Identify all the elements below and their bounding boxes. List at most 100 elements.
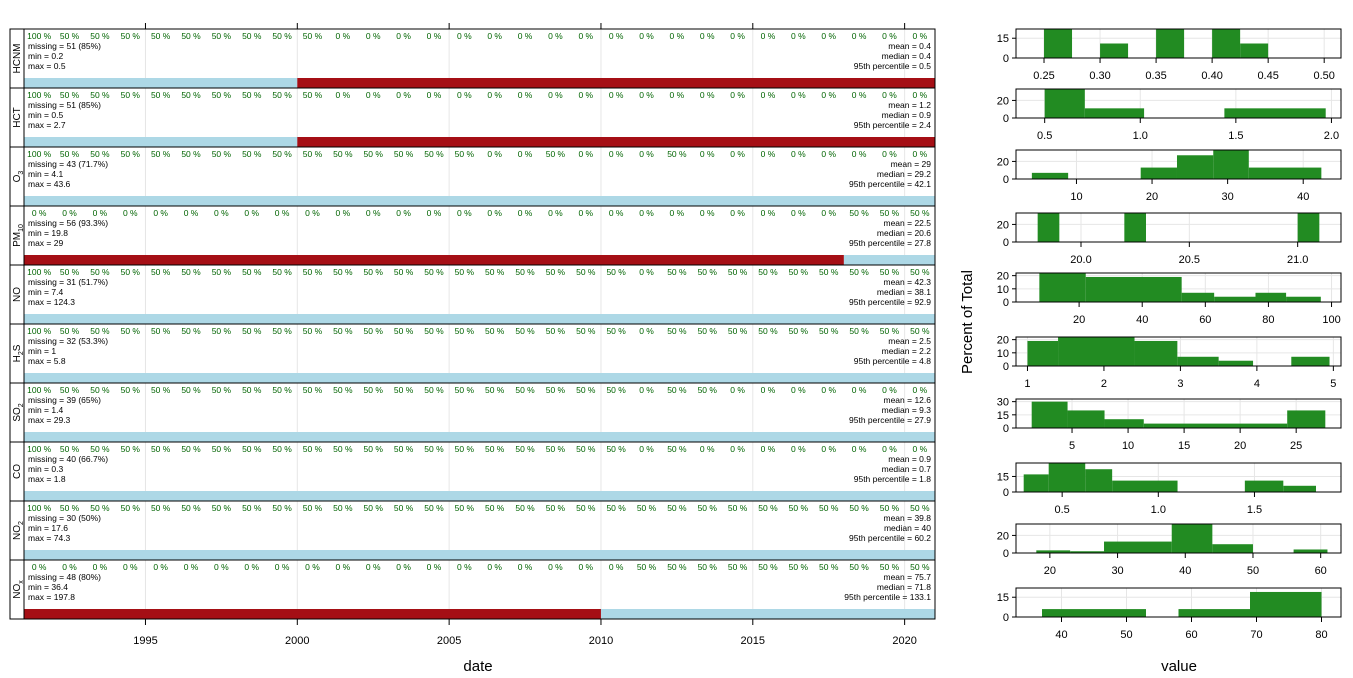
- yearly-capture-label: 0 %: [821, 31, 836, 41]
- yearly-capture-label: 50 %: [698, 385, 718, 395]
- yearly-capture-label: 50 %: [272, 149, 292, 159]
- stat-missing: missing = 43 (71.7%): [28, 159, 108, 169]
- yearly-capture-label: 0 %: [123, 562, 138, 572]
- x-tick-label: 0.5: [1055, 504, 1070, 516]
- yearly-capture-label: 50 %: [60, 90, 80, 100]
- histogram-frame: [1015, 272, 1342, 303]
- availability-bar-present: [24, 432, 935, 442]
- yearly-capture-label: 50 %: [60, 31, 80, 41]
- yearly-capture-label: 50 %: [394, 503, 414, 513]
- yearly-capture-label: 50 %: [758, 267, 778, 277]
- yearly-capture-label: 0 %: [852, 31, 867, 41]
- stat-mean: mean = 12.6: [884, 395, 932, 405]
- yearly-capture-label: 50 %: [758, 326, 778, 336]
- yearly-capture-label: 50 %: [576, 503, 596, 513]
- histogram-bar: [1213, 150, 1249, 179]
- stat-p95: 95th percentile = 42.1: [849, 179, 931, 189]
- yearly-capture-label: 50 %: [181, 90, 201, 100]
- yearly-capture-label: 50 %: [272, 385, 292, 395]
- yearly-capture-label: 0 %: [791, 31, 806, 41]
- histogram-bar: [1255, 292, 1287, 302]
- stat-max: max = 0.5: [28, 61, 66, 71]
- stat-missing: missing = 30 (50%): [28, 513, 101, 523]
- yearly-capture-label: 50 %: [60, 326, 80, 336]
- yearly-capture-label: 50 %: [364, 149, 384, 159]
- x-tick-label: 3: [1177, 378, 1183, 390]
- histogram-bar: [1287, 410, 1326, 428]
- yearly-capture-label: 50 %: [333, 444, 353, 454]
- yearly-capture-label: 0 %: [548, 562, 563, 572]
- stat-missing: missing = 48 (80%): [28, 572, 101, 582]
- yearly-capture-label: 0 %: [427, 208, 442, 218]
- yearly-capture-label: 50 %: [728, 326, 748, 336]
- yearly-capture-label: 50 %: [849, 562, 869, 572]
- stat-min: min = 1: [28, 346, 56, 356]
- x-tick-label: 60: [1185, 629, 1197, 641]
- yearly-capture-label: 50 %: [121, 503, 141, 513]
- panel-O3: O3 100 % 50 % 50 % 50 % 50 % 50 % 50 % 50 % 50 % 5…: [12, 146, 936, 207]
- histogram-bar: [1218, 360, 1254, 366]
- yearly-capture-label: 0 %: [609, 31, 624, 41]
- yearly-capture-label: 0 %: [821, 208, 836, 218]
- histogram-NOx: 0 15 40 50 60 70 80: [997, 587, 1342, 641]
- availability-bar-missing: [24, 609, 601, 619]
- x-tick-label: 4: [1254, 378, 1260, 390]
- yearly-capture-label: 0 %: [457, 90, 472, 100]
- yearly-capture-label: 50 %: [546, 385, 566, 395]
- yearly-capture-label: 50 %: [181, 385, 201, 395]
- stat-missing: missing = 32 (53.3%): [28, 336, 108, 346]
- stat-p95: 95th percentile = 0.5: [854, 61, 932, 71]
- y-tick-label: 10: [997, 284, 1009, 296]
- yearly-capture-label: 0 %: [184, 562, 199, 572]
- yearly-capture-label: 0 %: [852, 149, 867, 159]
- yearly-capture-label: 50 %: [455, 503, 475, 513]
- yearly-capture-label: 50 %: [485, 385, 505, 395]
- yearly-capture-label: 0 %: [487, 90, 502, 100]
- yearly-capture-label: 50 %: [272, 503, 292, 513]
- yearly-capture-label: 0 %: [32, 208, 47, 218]
- x-tick-label: 30: [1222, 191, 1234, 203]
- yearly-capture-label: 50 %: [849, 326, 869, 336]
- x-tick-label: 1995: [133, 635, 157, 647]
- yearly-capture-label: 50 %: [212, 503, 232, 513]
- yearly-capture-label: 50 %: [576, 267, 596, 277]
- availability-bar-present: [24, 491, 935, 501]
- yearly-capture-label: 0 %: [730, 385, 745, 395]
- yearly-capture-label: 0 %: [821, 385, 836, 395]
- yearly-capture-label: 0 %: [761, 208, 776, 218]
- availability-bar-present: [843, 255, 935, 265]
- yearly-capture-label: 50 %: [364, 326, 384, 336]
- histogram-bar: [1031, 401, 1068, 428]
- yearly-capture-label: 50 %: [606, 444, 626, 454]
- yearly-capture-label: 0 %: [62, 208, 77, 218]
- x-tick-label: 50: [1247, 565, 1259, 577]
- y-tick-label: 10: [997, 348, 1009, 360]
- yearly-capture-label: 50 %: [333, 267, 353, 277]
- yearly-capture-label: 50 %: [181, 267, 201, 277]
- yearly-capture-label: 50 %: [242, 149, 262, 159]
- yearly-capture-label: 50 %: [728, 503, 748, 513]
- yearly-capture-label: 50 %: [880, 326, 900, 336]
- yearly-capture-label: 50 %: [303, 385, 323, 395]
- yearly-capture-label: 50 %: [90, 444, 110, 454]
- yearly-capture-label: 50 %: [728, 267, 748, 277]
- histogram-frame: [1015, 212, 1342, 243]
- yearly-capture-label: 50 %: [728, 562, 748, 572]
- yearly-capture-label: 50 %: [455, 444, 475, 454]
- histogram-PM10: 0 20 20.0 20.5 21.0: [997, 212, 1342, 266]
- panel-CO: CO 100 % 50 % 50 % 50 % 50 % 50 % 50 % 50 % 50 % 5…: [12, 441, 936, 502]
- histogram-bar: [1248, 167, 1322, 179]
- yearly-capture-label: 50 %: [272, 90, 292, 100]
- yearly-capture-label: 50 %: [303, 267, 323, 277]
- yearly-capture-label: 50 %: [424, 503, 444, 513]
- yearly-capture-label: 0 %: [457, 208, 472, 218]
- y-tick-label: 20: [997, 219, 1009, 231]
- yearly-capture-label: 50 %: [546, 444, 566, 454]
- yearly-capture-label: 50 %: [90, 326, 110, 336]
- histogram-bar: [1037, 213, 1060, 242]
- stat-p95: 95th percentile = 60.2: [849, 533, 931, 543]
- yearly-capture-label: 50 %: [910, 267, 930, 277]
- yearly-capture-label: 0 %: [700, 31, 715, 41]
- histogram-bar: [1250, 591, 1322, 617]
- yearly-capture-label: 50 %: [303, 31, 323, 41]
